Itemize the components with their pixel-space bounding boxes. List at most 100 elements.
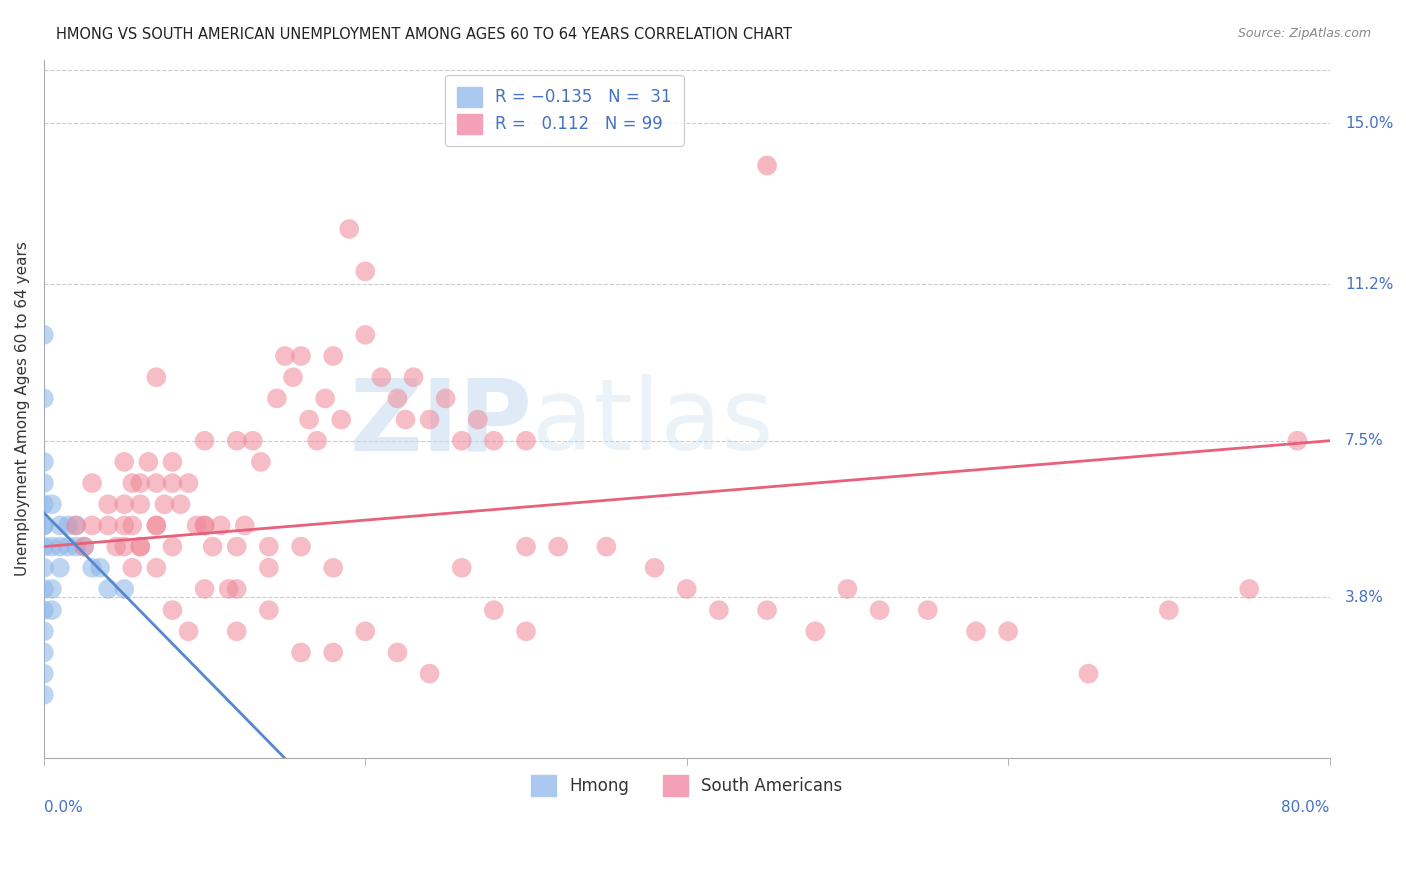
Point: [330, 412, 353, 426]
Point: [804, 624, 827, 639]
Point: [41, 582, 63, 596]
Point: [354, 327, 377, 342]
Point: [354, 264, 377, 278]
Point: [32, 518, 55, 533]
Point: [73, 540, 96, 554]
Point: [1077, 666, 1099, 681]
Point: [56, 518, 79, 533]
Point: [290, 349, 312, 363]
Point: [225, 434, 247, 448]
Text: ZIP: ZIP: [350, 375, 533, 472]
Point: [32, 392, 55, 406]
Point: [595, 540, 617, 554]
Point: [112, 582, 135, 596]
Point: [194, 434, 217, 448]
Point: [257, 540, 280, 554]
Text: 80.0%: 80.0%: [1281, 800, 1330, 815]
Point: [257, 603, 280, 617]
Point: [129, 476, 152, 491]
Point: [82, 518, 104, 533]
Point: [467, 412, 489, 426]
Point: [97, 518, 120, 533]
Point: [482, 603, 505, 617]
Point: [145, 518, 167, 533]
Point: [515, 434, 537, 448]
Text: 15.0%: 15.0%: [1346, 116, 1393, 130]
Point: [65, 540, 87, 554]
Point: [73, 540, 96, 554]
Point: [32, 603, 55, 617]
Point: [515, 540, 537, 554]
Point: [322, 645, 344, 659]
Point: [32, 476, 55, 491]
Point: [41, 497, 63, 511]
Point: [65, 518, 87, 533]
Point: [49, 540, 72, 554]
Point: [869, 603, 891, 617]
Point: [201, 540, 224, 554]
Point: [41, 540, 63, 554]
Point: [112, 455, 135, 469]
Point: [49, 561, 72, 575]
Point: [194, 518, 217, 533]
Point: [145, 476, 167, 491]
Point: [112, 497, 135, 511]
Point: [402, 370, 425, 384]
Point: [112, 540, 135, 554]
Point: [145, 561, 167, 575]
Point: [1157, 603, 1180, 617]
Point: [434, 392, 457, 406]
Point: [242, 434, 264, 448]
Point: [225, 540, 247, 554]
Point: [32, 497, 55, 511]
Point: [162, 603, 184, 617]
Y-axis label: Unemployment Among Ages 60 to 64 years: Unemployment Among Ages 60 to 64 years: [15, 242, 30, 576]
Point: [49, 518, 72, 533]
Point: [105, 540, 128, 554]
Point: [233, 518, 256, 533]
Point: [298, 412, 321, 426]
Point: [644, 561, 666, 575]
Point: [218, 582, 240, 596]
Point: [186, 518, 208, 533]
Point: [89, 561, 111, 575]
Point: [32, 561, 55, 575]
Point: [257, 561, 280, 575]
Point: [121, 518, 143, 533]
Point: [290, 540, 312, 554]
Point: [97, 582, 120, 596]
Point: [225, 624, 247, 639]
Text: atlas: atlas: [533, 375, 775, 472]
Point: [32, 518, 55, 533]
Point: [547, 540, 569, 554]
Point: [1237, 582, 1260, 596]
Point: [56, 540, 79, 554]
Point: [162, 540, 184, 554]
Point: [32, 540, 55, 554]
Point: [153, 497, 176, 511]
Point: [32, 645, 55, 659]
Point: [225, 582, 247, 596]
Point: [121, 476, 143, 491]
Point: [209, 518, 232, 533]
Point: [266, 392, 288, 406]
Point: [322, 561, 344, 575]
Point: [394, 412, 416, 426]
Point: [129, 540, 152, 554]
Point: [250, 455, 273, 469]
Point: [32, 327, 55, 342]
Point: [370, 370, 392, 384]
Point: [41, 603, 63, 617]
Point: [112, 518, 135, 533]
Point: [138, 455, 160, 469]
Point: [419, 412, 441, 426]
Text: 7.5%: 7.5%: [1346, 434, 1384, 449]
Point: [129, 497, 152, 511]
Point: [387, 645, 409, 659]
Point: [482, 434, 505, 448]
Point: [1286, 434, 1309, 448]
Point: [274, 349, 297, 363]
Point: [450, 561, 472, 575]
Point: [194, 582, 217, 596]
Point: [837, 582, 859, 596]
